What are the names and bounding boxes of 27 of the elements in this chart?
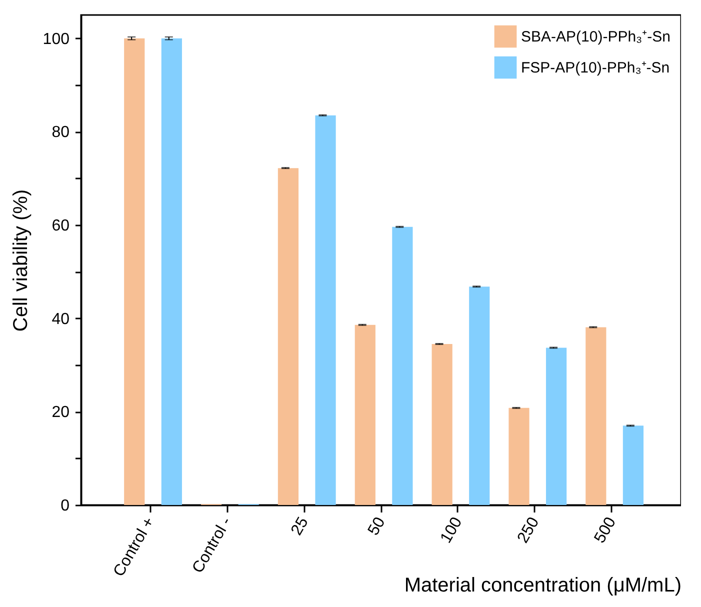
bar xyxy=(622,426,644,505)
x-axis-title: Material concentration (μM/mL) xyxy=(404,574,682,596)
y-axis-title: Cell viability (%) xyxy=(10,189,32,332)
legend-label: FSP-AP(10)-PPh₃⁺-Sn xyxy=(521,60,670,76)
x-tick-label: 50 xyxy=(365,514,389,538)
y-tick-label: 20 xyxy=(52,404,70,422)
y-tick-label: 60 xyxy=(52,218,70,234)
x-tick-label: 100 xyxy=(438,514,466,546)
y-tick-label: 100 xyxy=(42,30,70,48)
y-tick-label: 80 xyxy=(52,124,70,142)
bar xyxy=(278,168,299,505)
bar xyxy=(469,286,490,505)
bar xyxy=(354,324,376,505)
bar xyxy=(546,348,567,505)
bar xyxy=(508,408,530,505)
bar xyxy=(392,226,413,505)
bar xyxy=(315,115,336,505)
x-tick-label: 500 xyxy=(591,514,620,546)
x-tick-label: 25 xyxy=(288,514,312,538)
bar xyxy=(432,344,452,505)
legend-label: SBA-AP(10)-PPh₃⁺-Sn xyxy=(521,28,670,46)
bar xyxy=(586,327,606,505)
bar xyxy=(161,38,182,505)
bar xyxy=(124,38,145,505)
y-tick-label: 40 xyxy=(52,310,70,328)
x-tick-label: 250 xyxy=(514,514,543,546)
y-tick-label: 0 xyxy=(60,498,70,514)
